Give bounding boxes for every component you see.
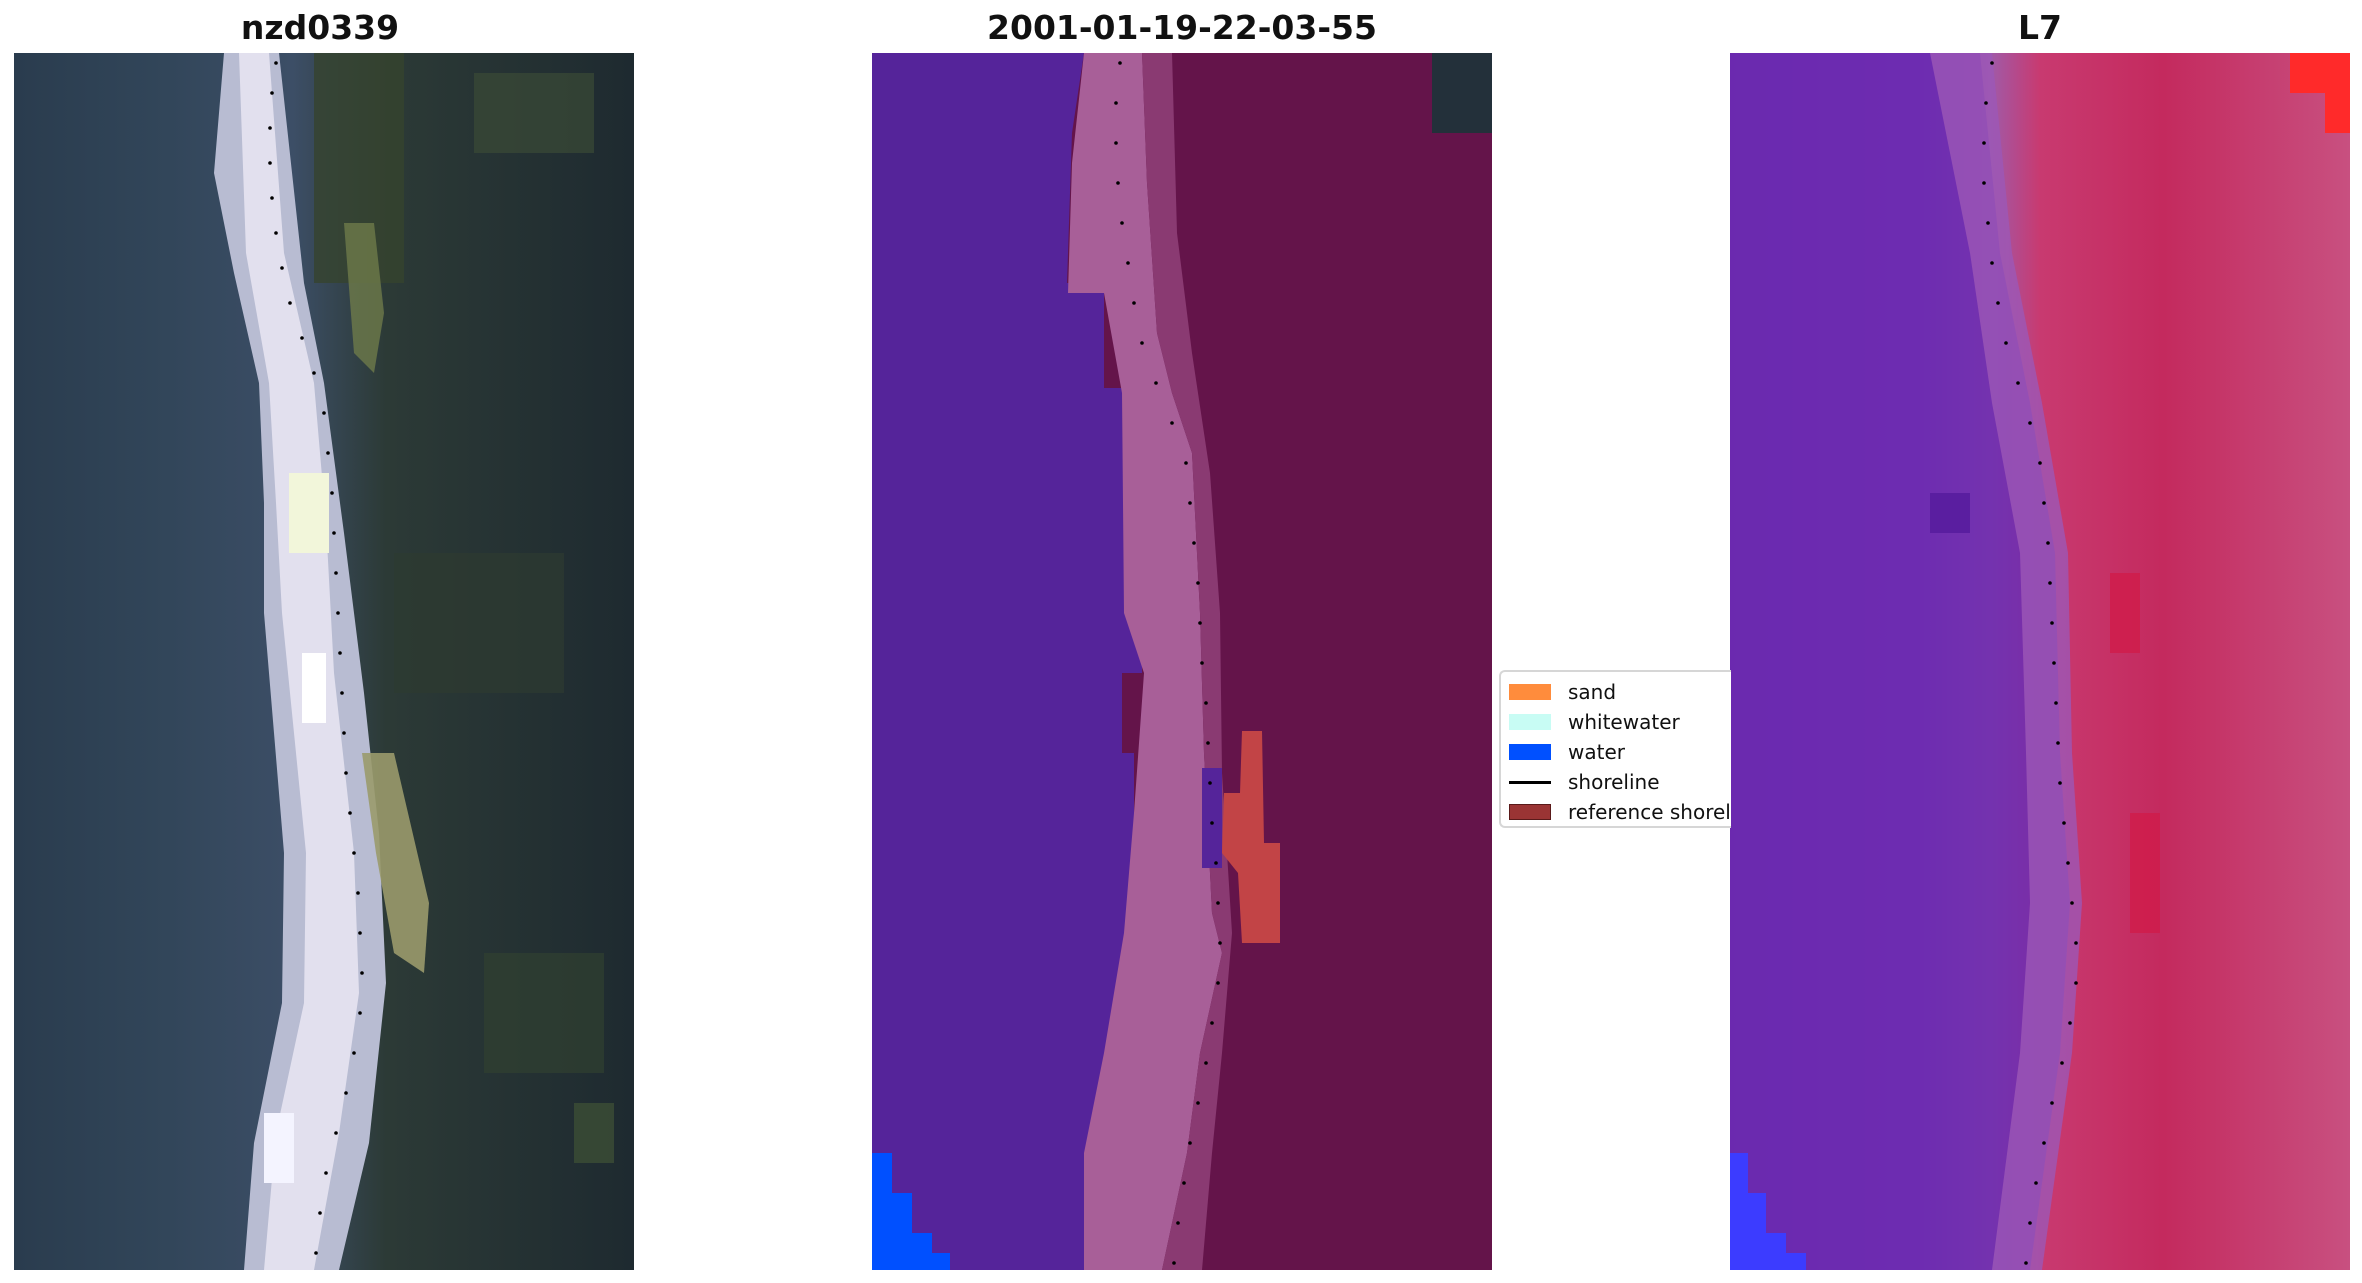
legend-item-shoreline: shoreline xyxy=(1509,770,1660,794)
legend-label: shoreline xyxy=(1568,770,1660,794)
legend-label: water xyxy=(1568,740,1625,764)
panel-title-classification: 2001-01-19-22-03-55 xyxy=(987,8,1377,47)
shoreline-line-icon xyxy=(1509,780,1551,784)
sand-swatch xyxy=(1509,684,1551,700)
panel-title-index: L7 xyxy=(2018,8,2062,47)
classification-panel xyxy=(872,53,1492,1270)
water-swatch xyxy=(1509,744,1551,760)
legend-item-reference-shoreline: reference shoreline xyxy=(1509,800,1731,824)
l7-index-panel xyxy=(1730,53,2350,1270)
whitewater-swatch xyxy=(1509,714,1551,730)
classification-image xyxy=(872,53,1492,1270)
shoreline-dots xyxy=(1982,61,2078,1265)
shoreline-dots xyxy=(268,61,364,1255)
legend-label: reference shoreline xyxy=(1568,800,1731,824)
shoreline-dots xyxy=(1114,61,1222,1265)
reference-shoreline-swatch xyxy=(1509,804,1551,820)
rgb-image xyxy=(14,53,634,1270)
legend-item-sand: sand xyxy=(1509,680,1616,704)
legend-item-water: water xyxy=(1509,740,1625,764)
legend-item-whitewater: whitewater xyxy=(1509,710,1680,734)
l7-index-image xyxy=(1730,53,2350,1270)
legend-label: sand xyxy=(1568,680,1617,704)
panel-title-rgb: nzd0339 xyxy=(240,8,400,47)
legend-label: whitewater xyxy=(1568,710,1680,734)
legend: sand whitewater water shoreline referenc… xyxy=(1499,670,1731,828)
rgb-image-panel xyxy=(14,53,634,1270)
